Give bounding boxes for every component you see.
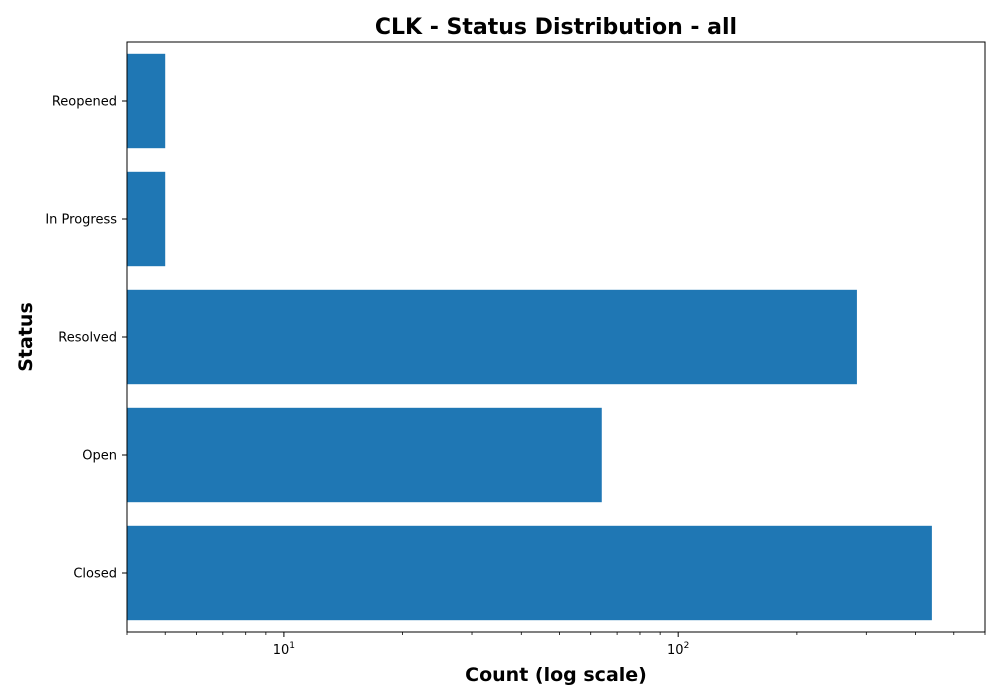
bar-closed <box>127 525 932 621</box>
y-tick-label: In Progress <box>45 213 117 228</box>
y-axis-label: Status <box>15 302 37 372</box>
bar-resolved <box>127 289 857 385</box>
bar-reopened <box>127 53 166 149</box>
x-tick-base: 10 <box>273 643 290 658</box>
bars-group <box>127 53 932 621</box>
y-tick-label: Open <box>82 449 117 464</box>
bar-open <box>127 407 602 503</box>
x-tick-label: 102 <box>667 641 689 658</box>
chart-title: CLK - Status Distribution - all <box>375 15 737 40</box>
y-axis: Closed Open Resolved In Progress Reopened <box>45 95 127 582</box>
x-tick-exponent: 2 <box>684 641 690 651</box>
x-tick-exponent: 1 <box>289 641 295 651</box>
y-tick-label: Closed <box>73 567 117 582</box>
x-tick-label: 101 <box>273 641 295 658</box>
x-axis: 101 102 <box>126 632 986 658</box>
x-tick-base: 10 <box>667 643 684 658</box>
x-axis-label: Count (log scale) <box>465 664 647 686</box>
y-tick-label: Resolved <box>58 331 117 346</box>
plot-frame <box>126 41 986 633</box>
bar-in-progress <box>127 171 166 267</box>
y-tick-label: Reopened <box>52 95 117 110</box>
